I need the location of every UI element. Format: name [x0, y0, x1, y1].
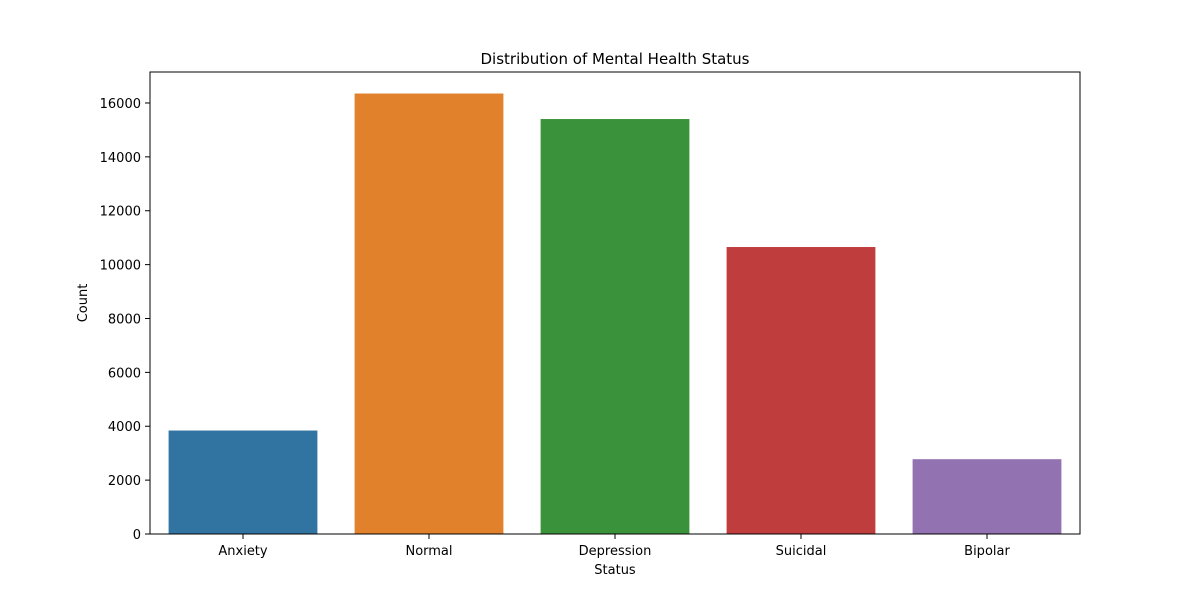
- bar-anxiety: [168, 430, 318, 534]
- y-tick-label: 2000: [108, 474, 141, 489]
- y-tick-label: 8000: [108, 312, 141, 327]
- plot-frame: [149, 71, 1081, 535]
- bar-suicidal: [726, 247, 876, 534]
- y-tick-label: 4000: [108, 420, 141, 435]
- x-axis-ticks: Anxiety Normal Depression Suicidal Bipolar: [218, 534, 1010, 559]
- bar-normal: [354, 93, 504, 534]
- y-tick-label: 10000: [100, 259, 141, 274]
- y-tick-label: 0: [133, 528, 141, 543]
- bars-group: [168, 93, 1062, 535]
- x-tick-label: Bipolar: [964, 544, 1010, 559]
- x-tick-label: Depression: [579, 544, 652, 559]
- y-tick-label: 14000: [100, 151, 141, 166]
- x-tick-label: Normal: [405, 544, 452, 559]
- y-axis-label: Count: [76, 284, 91, 323]
- x-tick-label: Suicidal: [776, 544, 827, 559]
- x-axis-label: Status: [594, 563, 636, 578]
- y-tick-label: 12000: [100, 205, 141, 220]
- x-tick-label: Anxiety: [218, 544, 268, 559]
- y-tick-label: 6000: [108, 366, 141, 381]
- y-tick-label: 16000: [100, 97, 141, 112]
- chart-title: Distribution of Mental Health Status: [480, 50, 749, 68]
- bar-bipolar: [912, 459, 1062, 534]
- bar-depression: [540, 119, 690, 535]
- y-axis-ticks: 0 2000 4000 6000 8000 10000 12000 14000 16000: [100, 97, 150, 543]
